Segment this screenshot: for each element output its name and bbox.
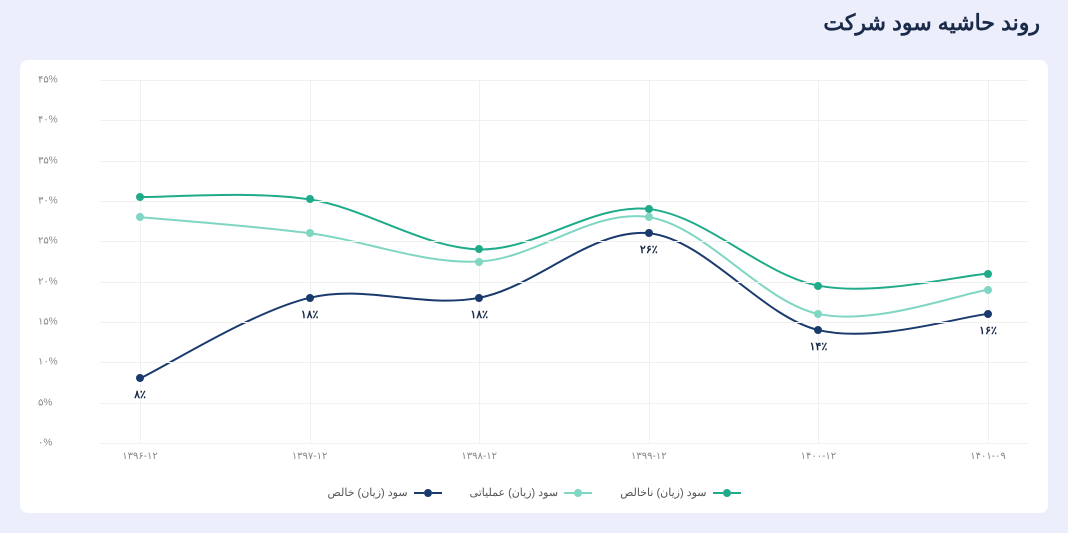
series-marker <box>814 282 822 290</box>
data-point-label: ۸٪ <box>134 388 146 401</box>
series-marker <box>984 270 992 278</box>
data-point-label: ۲۶٪ <box>640 243 658 256</box>
series-marker <box>136 193 144 201</box>
y-tick-label: ۴۰% <box>20 115 90 126</box>
data-point-label: ۱۶٪ <box>979 324 997 337</box>
x-tick-label: ۱۴۰۰-۱۲ <box>801 451 837 462</box>
legend-label: سود (زیان) خالص <box>328 486 408 499</box>
series-line <box>140 233 988 379</box>
series-marker <box>645 213 653 221</box>
y-tick-label: ۳۰% <box>20 196 90 207</box>
series-marker <box>984 310 992 318</box>
series-marker <box>306 195 314 203</box>
x-tick-label: ۱۳۹۹-۱۲ <box>631 451 667 462</box>
grid-line-horizontal <box>100 241 1028 242</box>
grid-line-horizontal <box>100 161 1028 162</box>
series-marker <box>645 229 653 237</box>
series-line <box>140 216 988 317</box>
series-marker <box>814 310 822 318</box>
grid-line-horizontal <box>100 201 1028 202</box>
y-tick-label: ۱۵% <box>20 317 90 328</box>
grid-line-vertical <box>310 80 311 443</box>
chart-svg <box>100 80 1028 443</box>
series-marker <box>306 229 314 237</box>
legend-item: سود (زیان) ناخالص <box>620 486 740 499</box>
x-axis-labels: ۱۳۹۶-۱۲ ۱۳۹۷-۱۲ ۱۳۹۸-۱۲ ۱۳۹۹-۱۲ ۱۴۰۰-۱۲ ۱۴۰۱-… <box>100 451 1028 471</box>
x-tick-label: ۱۳۹۷-۱۲ <box>292 451 328 462</box>
data-point-label: ۱۴٪ <box>810 340 828 353</box>
legend-swatch <box>713 489 741 497</box>
x-tick-label: ۱۴۰۱-۰۹ <box>970 451 1006 462</box>
legend-label: سود (زیان) ناخالص <box>620 486 706 499</box>
series-marker <box>475 294 483 302</box>
legend-swatch <box>414 489 442 497</box>
grid-line-horizontal <box>100 80 1028 81</box>
x-tick-label: ۱۳۹۶-۱۲ <box>122 451 158 462</box>
grid-line-horizontal <box>100 322 1028 323</box>
grid-line-vertical <box>649 80 650 443</box>
grid-line-horizontal <box>100 362 1028 363</box>
chart-title: روند حاشیه سود شرکت <box>823 10 1040 36</box>
y-tick-label: ۲۵% <box>20 236 90 247</box>
series-marker <box>645 205 653 213</box>
y-tick-label: ۱۰% <box>20 357 90 368</box>
grid-line-vertical <box>988 80 989 443</box>
series-marker <box>306 294 314 302</box>
grid-line-horizontal <box>100 443 1028 444</box>
grid-line-horizontal <box>100 282 1028 283</box>
series-marker <box>475 245 483 253</box>
series-marker <box>136 374 144 382</box>
series-marker <box>814 326 822 334</box>
legend-item: سود (زیان) خالص <box>328 486 442 499</box>
chart-legend: سود (زیان) ناخالص سود (زیان) عملیاتی سود (… <box>20 486 1048 499</box>
legend-label: سود (زیان) عملیاتی <box>470 486 559 499</box>
grid-line-vertical <box>818 80 819 443</box>
series-marker <box>984 286 992 294</box>
legend-item: سود (زیان) عملیاتی <box>470 486 593 499</box>
y-tick-label: ۳۵% <box>20 155 90 166</box>
grid-line-horizontal <box>100 403 1028 404</box>
series-marker <box>475 258 483 266</box>
data-point-label: ۱۸٪ <box>470 308 488 321</box>
y-tick-label: ۵% <box>20 397 90 408</box>
y-tick-label: ۲۰% <box>20 276 90 287</box>
grid-line-horizontal <box>100 120 1028 121</box>
legend-swatch <box>564 489 592 497</box>
series-marker <box>136 213 144 221</box>
plot-area: ۸٪ ۱۸٪ ۱۸٪ ۲۶٪ ۱۴٪ ۱۶٪ <box>100 80 1028 443</box>
data-point-label: ۱۸٪ <box>301 308 319 321</box>
y-tick-label: ۰% <box>20 438 90 449</box>
chart-card: ۰% ۵% ۱۰% ۱۵% ۲۰% ۲۵% ۳۰% ۳۵% ۴۰% ۴۵% ۸٪ ۱۸٪ ۱۸٪ ۲۶٪… <box>20 60 1048 513</box>
x-tick-label: ۱۳۹۸-۱۲ <box>461 451 497 462</box>
y-tick-label: ۴۵% <box>20 75 90 86</box>
y-axis-labels: ۰%۵%۱۰%۱۵%۲۰%۲۵%۳۰%۳۵%۴۰%۴۵% <box>20 80 95 443</box>
